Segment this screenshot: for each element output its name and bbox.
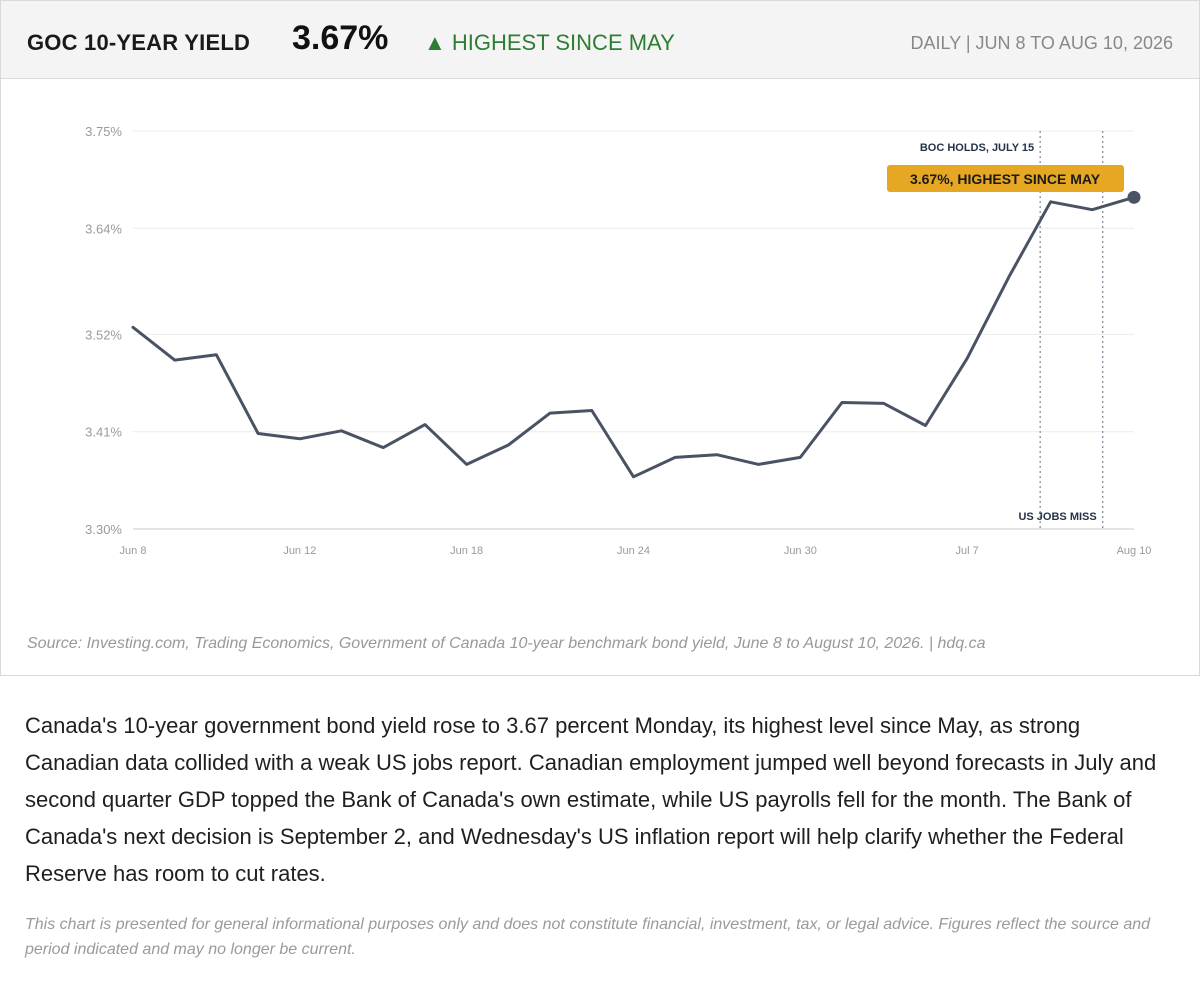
y-tick-label: 3.52% (85, 327, 122, 342)
chart-card: GOC 10-YEAR YIELD 3.67% ▲ HIGHEST SINCE … (0, 0, 1200, 676)
yield-line-chart: 3.75% 3.64% 3.52% 3.41% 3.30% Jun 8 Jun 12 Jun … (85, 124, 1152, 557)
callout-label: 3.67%, HIGHEST SINCE MAY (910, 171, 1101, 187)
chart-title: GOC 10-YEAR YIELD (27, 30, 251, 55)
chart-source: Source: Investing.com, Trading Economics… (27, 635, 986, 652)
current-yield-value: 3.67% (292, 19, 389, 57)
event-label-us-jobs-miss: US JOBS MISS (1018, 511, 1096, 523)
yield-series-line (131, 195, 1136, 479)
article-paragraph: Canada's 10-year government bond yield r… (25, 713, 1157, 886)
y-tick-label: 3.64% (85, 221, 122, 236)
yield-change-badge: ▲ HIGHEST SINCE MAY (424, 30, 675, 55)
y-tick-label: 3.41% (85, 425, 122, 440)
chart-header: GOC 10-YEAR YIELD 3.67% ▲ HIGHEST SINCE … (1, 1, 1199, 79)
event-label-boc-holds: BOC HOLDS, JULY 15 (920, 142, 1034, 154)
disclaimer-text: This chart is presented for general info… (25, 916, 1151, 958)
callout-box (887, 165, 1124, 192)
chart-period: DAILY | JUN 8 TO AUG 10, 2026 (910, 33, 1173, 53)
x-tick-label: Jun 18 (450, 545, 483, 557)
x-tick-label: Aug 10 (1117, 545, 1152, 557)
x-tick-label: Jun 8 (120, 545, 147, 557)
x-tick-label: Jun 12 (283, 545, 316, 557)
y-tick-label: 3.75% (85, 124, 122, 139)
y-tick-label: 3.30% (85, 522, 122, 537)
x-tick-label: Jun 30 (784, 545, 817, 557)
x-tick-label: Jul 7 (956, 545, 979, 557)
x-tick-label: Jun 24 (617, 545, 650, 557)
latest-value-marker (1127, 190, 1141, 204)
